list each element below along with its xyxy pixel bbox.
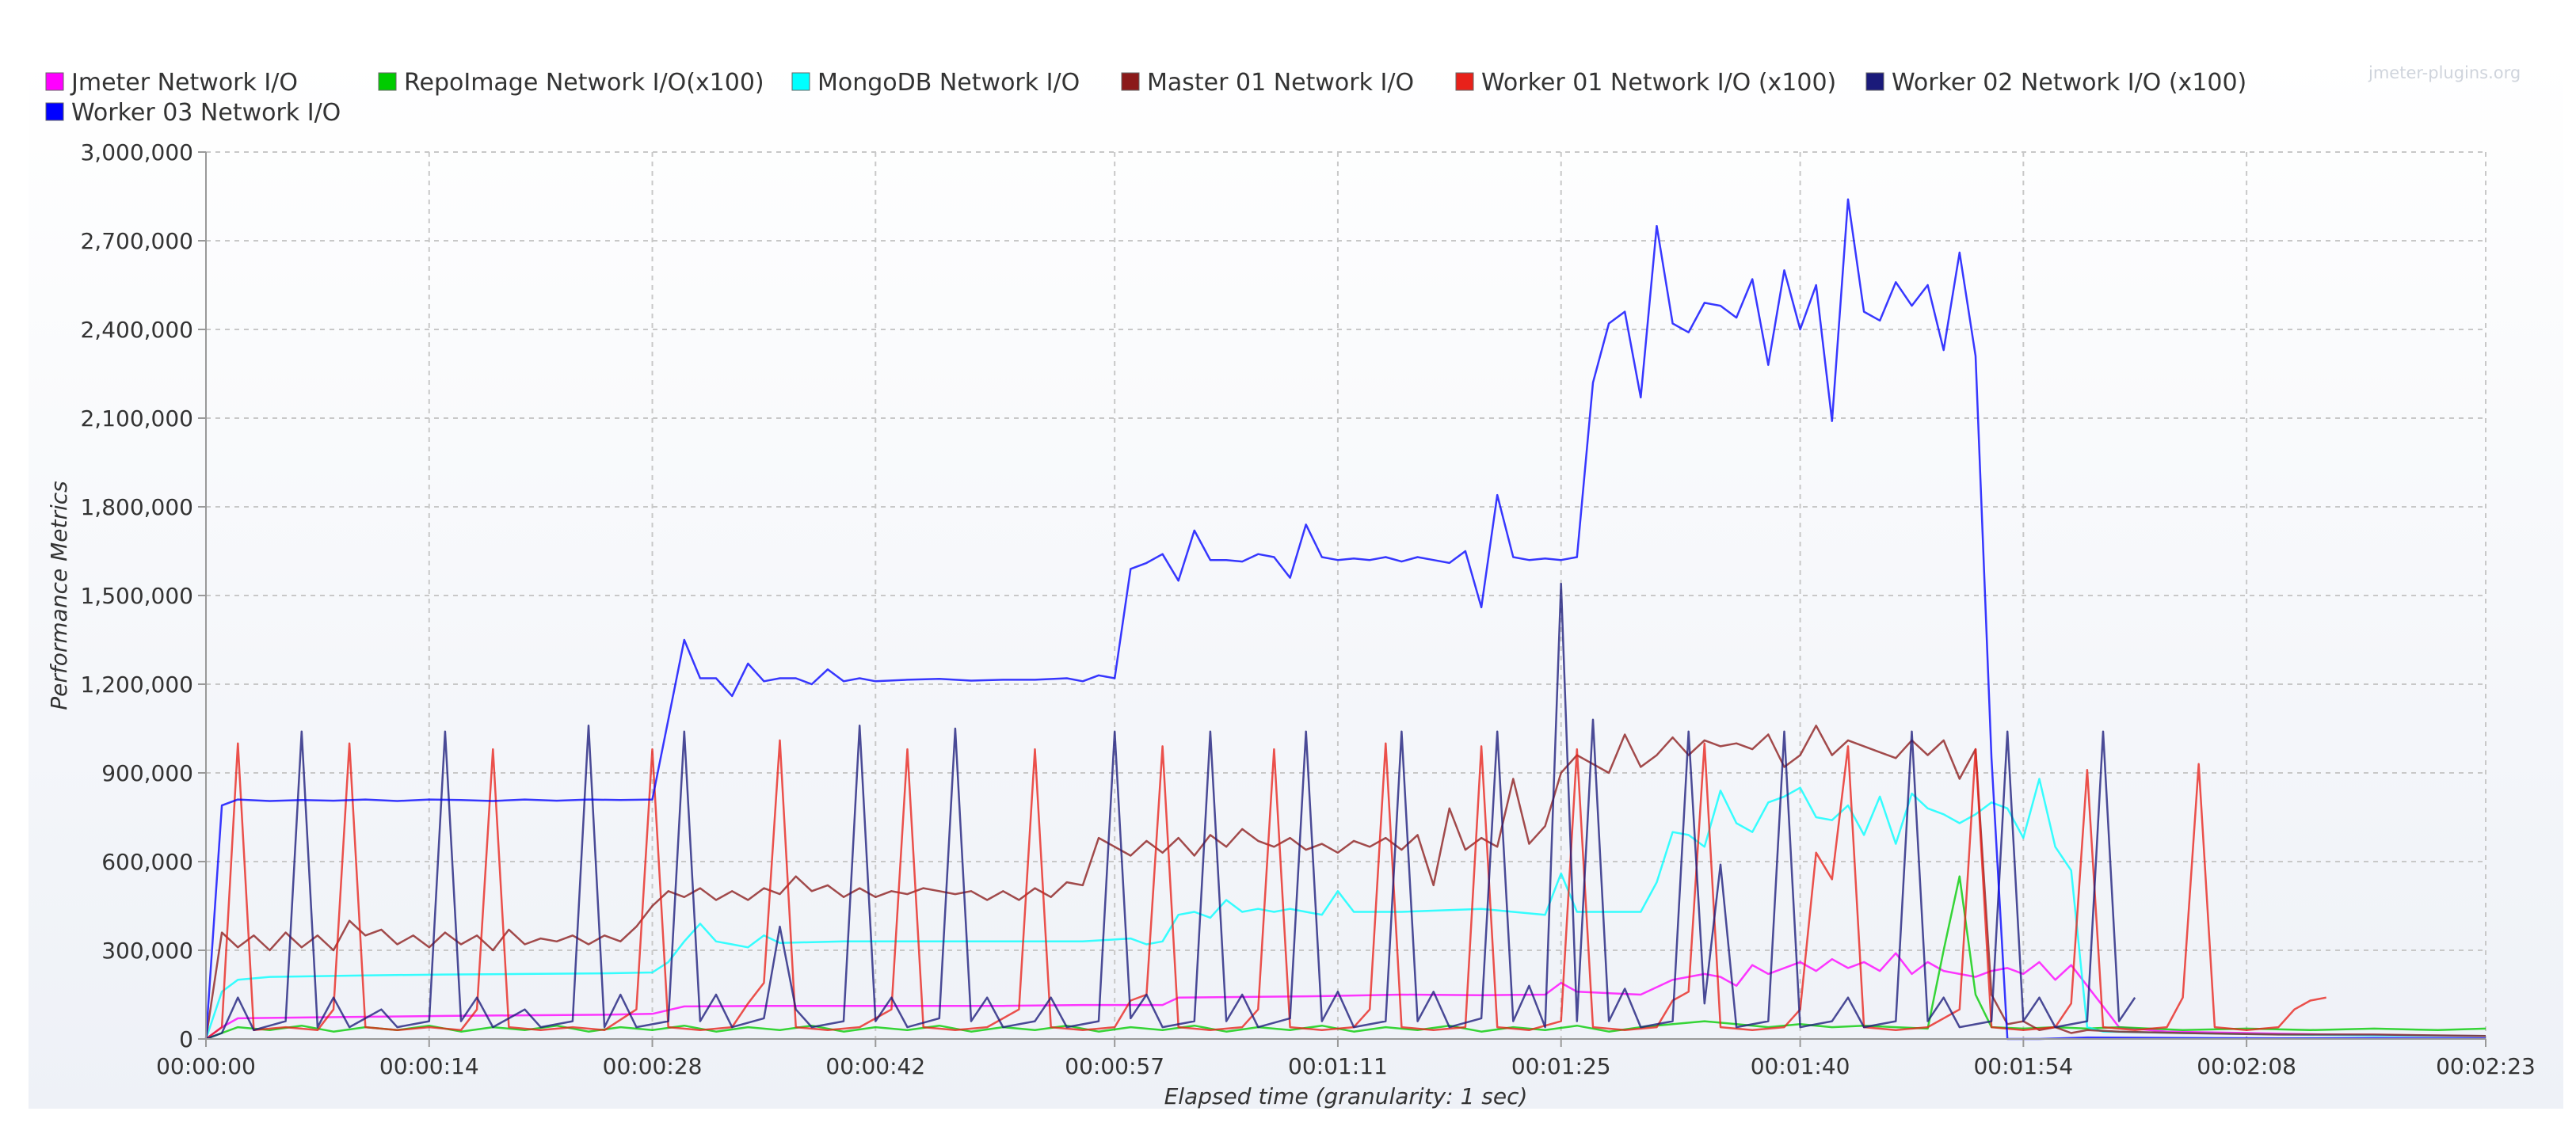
y-tick-label: 1,500,000 bbox=[80, 583, 193, 609]
grid bbox=[206, 151, 2486, 1039]
x-tick-label: 00:00:57 bbox=[1065, 1053, 1164, 1079]
legend-label-2: RepoImage Network I/O(x100) bbox=[404, 69, 764, 97]
legend-swatch-1 bbox=[45, 72, 64, 91]
x-tick-label: 00:01:11 bbox=[1288, 1053, 1388, 1079]
legend-swatch-6 bbox=[1865, 72, 1884, 91]
x-tick-label: 00:01:54 bbox=[1973, 1053, 2073, 1079]
legend: Jmeter Network I/O RepoImage Network I/O(… bbox=[45, 69, 2246, 127]
y-tick-label: 1,800,000 bbox=[80, 494, 193, 520]
x-tick-label: 00:00:14 bbox=[379, 1053, 479, 1079]
x-tick-label: 00:00:00 bbox=[156, 1053, 256, 1079]
y-tick-label: 900,000 bbox=[101, 760, 193, 786]
legend-label-6: Worker 02 Network I/O (x100) bbox=[1892, 69, 2246, 97]
series-line-1 bbox=[205, 952, 2486, 1041]
x-tick-label: 00:00:28 bbox=[603, 1053, 703, 1079]
y-tick-label: 2,700,000 bbox=[80, 228, 193, 254]
y-tick-label: 3,000,000 bbox=[80, 139, 193, 166]
x-tick-label: 00:02:08 bbox=[2197, 1053, 2296, 1079]
y-tick-label: 300,000 bbox=[101, 938, 193, 964]
legend-swatch-2 bbox=[378, 72, 397, 91]
legend-swatch-5 bbox=[1455, 72, 1474, 91]
y-tick-label: 2,400,000 bbox=[80, 317, 193, 343]
y-tick-label: 2,100,000 bbox=[80, 405, 193, 432]
legend-swatch-7 bbox=[45, 102, 64, 121]
legend-swatch-4 bbox=[1121, 72, 1140, 91]
y-tick-label: 1,200,000 bbox=[80, 672, 193, 698]
x-tick-label: 00:02:23 bbox=[2436, 1053, 2536, 1079]
series-line-5 bbox=[205, 739, 2326, 1041]
y-tick-label: 0 bbox=[179, 1026, 193, 1052]
axes: 0 300,000 600,000 900,000 1,200,000 1,500,000… bbox=[80, 139, 2535, 1079]
watermark: jmeter-plugins.org bbox=[2368, 63, 2521, 82]
legend-label-1: Jmeter Network I/O bbox=[70, 69, 298, 97]
plot-panel bbox=[29, 57, 2563, 1109]
x-tick-label: 00:01:25 bbox=[1511, 1053, 1611, 1079]
series-line-7 bbox=[204, 198, 2486, 1041]
series-line-6 bbox=[205, 582, 2136, 1041]
series-layer bbox=[204, 198, 2486, 1041]
series-line-4 bbox=[204, 725, 2486, 1040]
x-tick-label: 00:00:42 bbox=[825, 1053, 925, 1079]
legend-label-7: Worker 03 Network I/O bbox=[71, 99, 341, 127]
y-axis-title: Performance Metrics bbox=[46, 481, 72, 710]
x-tick-label: 00:01:40 bbox=[1751, 1053, 1850, 1079]
series-line-3 bbox=[204, 778, 2486, 1040]
legend-label-3: MongoDB Network I/O bbox=[817, 69, 1080, 97]
x-axis-title: Elapsed time (granularity: 1 sec) bbox=[1164, 1083, 1528, 1109]
legend-label-5: Worker 01 Network I/O (x100) bbox=[1481, 69, 1836, 97]
legend-label-4: Master 01 Network I/O bbox=[1147, 69, 1414, 97]
y-tick-label: 600,000 bbox=[101, 849, 193, 875]
legend-swatch-3 bbox=[791, 72, 810, 91]
